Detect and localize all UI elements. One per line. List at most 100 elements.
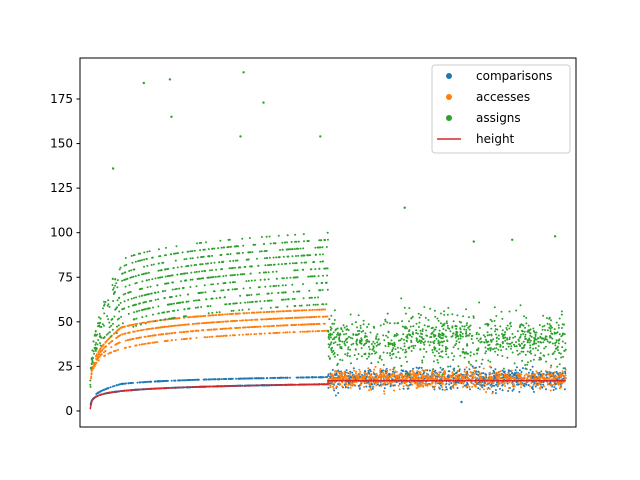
data-point — [561, 382, 564, 385]
data-point — [134, 260, 137, 263]
data-point — [189, 278, 192, 281]
data-point — [352, 367, 355, 370]
data-point — [232, 281, 235, 284]
data-point — [496, 384, 499, 387]
data-point — [199, 315, 201, 318]
data-point — [294, 305, 297, 307]
data-point — [454, 381, 457, 384]
data-point — [531, 373, 533, 376]
data-point — [532, 388, 534, 391]
data-point — [327, 378, 330, 381]
data-point — [300, 254, 303, 257]
data-point — [450, 335, 453, 338]
data-point — [349, 372, 352, 375]
data-point — [187, 307, 189, 310]
data-point — [373, 368, 376, 371]
data-point — [157, 276, 160, 279]
data-point — [289, 376, 291, 379]
data-point — [422, 341, 425, 344]
data-point — [189, 337, 192, 340]
data-point — [497, 334, 500, 337]
data-point — [157, 298, 160, 301]
data-point — [452, 346, 455, 349]
data-point — [293, 331, 296, 334]
data-point — [112, 287, 115, 289]
data-point — [308, 309, 311, 312]
data-point — [445, 388, 448, 391]
data-point — [503, 371, 506, 374]
data-point — [214, 275, 217, 278]
data-point — [458, 375, 461, 378]
data-point — [441, 386, 443, 388]
data-point — [289, 276, 292, 279]
data-point — [98, 325, 101, 328]
data-point — [517, 383, 520, 386]
data-point — [207, 248, 210, 251]
data-point — [293, 248, 296, 250]
data-point — [542, 314, 545, 317]
data-point — [183, 379, 186, 382]
data-point — [464, 373, 467, 376]
data-point — [135, 323, 138, 326]
data-point — [201, 263, 204, 266]
data-point — [148, 250, 151, 253]
data-point — [558, 387, 561, 390]
data-point — [150, 299, 153, 302]
data-point — [259, 278, 262, 281]
data-point — [119, 266, 122, 269]
data-point — [209, 305, 212, 307]
data-point — [299, 330, 302, 333]
data-point — [520, 342, 523, 345]
data-point — [372, 371, 375, 374]
data-point — [150, 264, 153, 266]
data-point — [537, 345, 540, 347]
data-point — [366, 372, 369, 375]
data-point — [238, 252, 241, 255]
data-point — [378, 357, 381, 360]
data-point — [329, 386, 332, 389]
data-point — [330, 376, 333, 379]
data-point — [428, 369, 431, 372]
data-point — [501, 384, 504, 387]
data-point — [321, 260, 324, 263]
data-point — [147, 342, 150, 345]
data-point — [418, 321, 421, 324]
data-point — [415, 387, 418, 390]
data-point — [218, 261, 221, 264]
data-point — [541, 377, 544, 379]
data-point — [364, 381, 367, 384]
data-point — [366, 338, 369, 341]
data-point — [233, 288, 236, 291]
data-point — [242, 312, 245, 315]
data-point — [423, 382, 426, 385]
data-point — [165, 246, 167, 249]
data-point — [159, 333, 162, 336]
data-point — [265, 271, 267, 274]
data-point — [362, 323, 365, 326]
data-point — [317, 275, 320, 277]
data-point — [241, 273, 243, 276]
data-point — [429, 341, 432, 344]
data-point — [403, 374, 406, 377]
data-point — [256, 311, 258, 314]
data-point — [196, 256, 199, 259]
data-point — [131, 323, 134, 326]
data-point — [175, 245, 178, 248]
data-point — [256, 257, 258, 260]
data-point — [524, 364, 527, 366]
data-point — [465, 385, 468, 388]
data-point — [288, 331, 291, 334]
data-point — [399, 373, 402, 375]
data-point — [453, 376, 456, 379]
data-point — [506, 356, 509, 359]
data-point — [400, 376, 403, 378]
data-point — [194, 306, 197, 309]
data-point — [230, 245, 232, 248]
data-point — [135, 337, 138, 340]
data-point — [306, 330, 309, 333]
data-point — [171, 325, 173, 327]
data-point — [397, 351, 400, 354]
data-point — [404, 325, 407, 328]
data-point — [497, 338, 500, 340]
data-point — [536, 349, 539, 352]
